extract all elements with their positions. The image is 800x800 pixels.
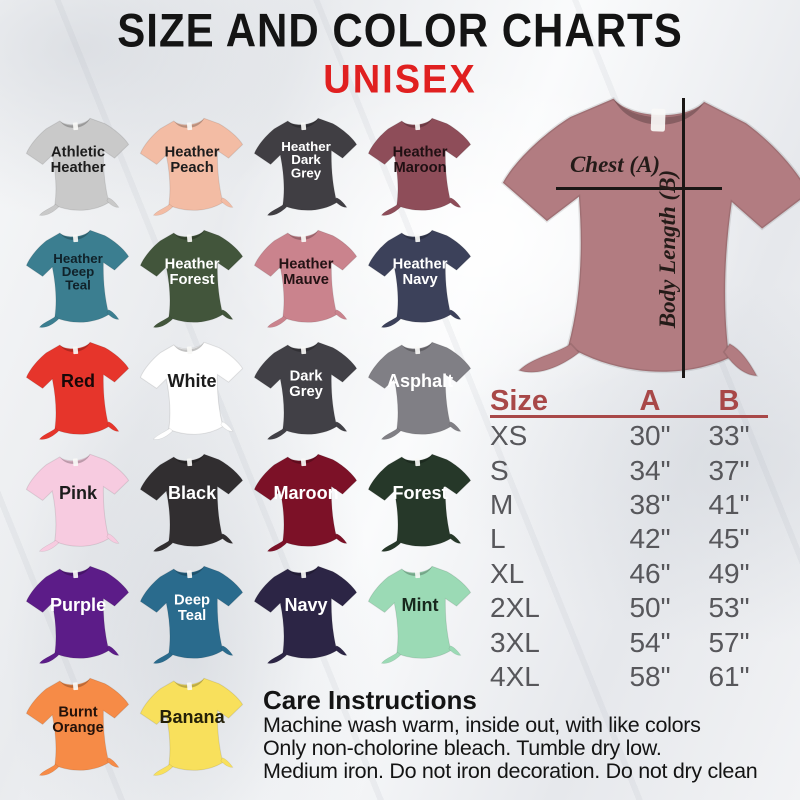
body-length-label: Body Length (B) [655, 169, 680, 329]
size-row-l-b: 45" [708, 523, 750, 555]
svg-text:Red: Red [61, 371, 95, 391]
care-title: Care Instructions [263, 685, 477, 715]
chest-label: Chest (A) [569, 152, 661, 177]
measurement-shirt-image [484, 80, 800, 398]
shirt-asphalt: Asphalt [364, 334, 478, 446]
shirt-purple: Purple [22, 558, 136, 670]
svg-text:Forest: Forest [392, 483, 447, 503]
size-row-s-a: 34" [629, 454, 671, 486]
chest-measure-line [556, 187, 722, 190]
svg-text:Pink: Pink [59, 483, 98, 503]
col-header-a: A [639, 385, 661, 417]
size-row-s-b: 37" [708, 454, 750, 486]
size-row-m-a: 38" [629, 488, 671, 520]
size-row-2xl-a: 50" [629, 592, 671, 624]
size-row-xl-size: XL [490, 557, 525, 589]
size-row-3xl-size: 3XL [490, 626, 540, 658]
shirt-maroon: Maroon [250, 446, 364, 558]
shirt-dark-grey: Dark Grey [250, 334, 364, 446]
size-row-3xl: 3XL 54" 57" [490, 625, 768, 659]
size-row-2xl-size: 2XL [490, 592, 540, 624]
size-row-xs-size: XS [490, 420, 528, 452]
unisex-subtitle: UNISEX [323, 58, 477, 103]
shirt-navy: Navy [250, 558, 364, 670]
size-row-4xl-a: 58" [629, 660, 671, 692]
shirt-heather-deep-teal: Heather Deep Teal [22, 222, 136, 334]
size-row-xl-a: 46" [629, 557, 671, 589]
page-title: SIZE AND COLOR CHARTS [117, 4, 683, 57]
shirt-white: White [136, 334, 250, 446]
col-header-b: B [718, 385, 740, 417]
size-row-2xl: 2XL 50" 53" [490, 591, 768, 625]
svg-text:White: White [168, 371, 217, 391]
size-row-s-size: S [490, 454, 509, 486]
svg-text:Navy: Navy [284, 595, 327, 615]
svg-text:Banana: Banana [159, 707, 225, 727]
size-row-xl: XL 46" 49" [490, 557, 768, 591]
size-row-xl-b: 49" [708, 557, 750, 589]
size-row-m-size: M [490, 488, 514, 520]
care-line: Machine wash warm, inside out, with like… [263, 713, 701, 737]
color-swatch-grid: Athletic Heather Heather Peach Heather Dark Gr… [22, 110, 478, 782]
shirt-heather-forest: Heather Forest [136, 222, 250, 334]
size-row-xs-b: 33" [708, 420, 750, 452]
size-row-l: L 42" 45" [490, 522, 768, 556]
size-table-header: Size A B [490, 385, 768, 418]
shirt-black: Black [136, 446, 250, 558]
shirt-heather-mauve: Heather Mauve [250, 222, 364, 334]
measurement-diagram: Chest (A) Body Length (B) [480, 80, 800, 400]
size-row-3xl-b: 57" [708, 626, 750, 658]
svg-text:Maroon: Maroon [273, 483, 338, 503]
size-row-2xl-b: 53" [708, 592, 750, 624]
svg-text:Purple: Purple [50, 595, 106, 615]
size-row-xs-a: 30" [629, 420, 671, 452]
size-row-4xl-size: 4XL [490, 660, 540, 692]
size-row-4xl: 4XL 58" 61" [490, 660, 768, 694]
size-row-s: S 34" 37" [490, 453, 768, 487]
shirt-athletic-heather: Athletic Heather [22, 110, 136, 222]
size-table: Size A B XS 30" 33" S 34" 37" M 38" 41" L 42" 45" XL… [490, 385, 768, 694]
shirt-forest: Forest [364, 446, 478, 558]
shirt-pink: Pink [22, 446, 136, 558]
shirt-red: Red [22, 334, 136, 446]
shirt-mint: Mint [364, 558, 478, 670]
care-line: Medium iron. Do not iron decoration. Do … [263, 759, 758, 783]
care-instructions: Care Instructions Machine wash warm, ins… [263, 686, 800, 783]
shirt-heather-maroon: Heather Maroon [364, 110, 478, 222]
size-row-l-size: L [490, 523, 506, 555]
shirt-deep-teal: Deep Teal [136, 558, 250, 670]
size-row-3xl-a: 54" [629, 626, 671, 658]
size-row-4xl-b: 61" [708, 660, 750, 692]
body-length-measure-line [682, 98, 685, 378]
size-row-m-b: 41" [708, 488, 750, 520]
svg-text:Black: Black [168, 483, 217, 503]
svg-text:Mint: Mint [402, 595, 439, 615]
care-line: Only non-cholorine bleach. Tumble dry lo… [263, 736, 662, 760]
size-row-xs: XS 30" 33" [490, 419, 768, 453]
shirt-heather-peach: Heather Peach [136, 110, 250, 222]
size-row-m: M 38" 41" [490, 488, 768, 522]
svg-text:Asphalt: Asphalt [387, 371, 453, 391]
shirt-banana: Banana [136, 670, 250, 782]
shirt-heather-navy: Heather Navy [364, 222, 478, 334]
size-row-l-a: 42" [629, 523, 671, 555]
size-table-body: XS 30" 33" S 34" 37" M 38" 41" L 42" 45" XL 46" 49" 2XL… [490, 419, 768, 694]
shirt-heather-dark-grey: Heather Dark Grey [250, 110, 364, 222]
shirt-burnt-orange: Burnt Orange [22, 670, 136, 782]
col-header-size: Size [490, 385, 549, 417]
